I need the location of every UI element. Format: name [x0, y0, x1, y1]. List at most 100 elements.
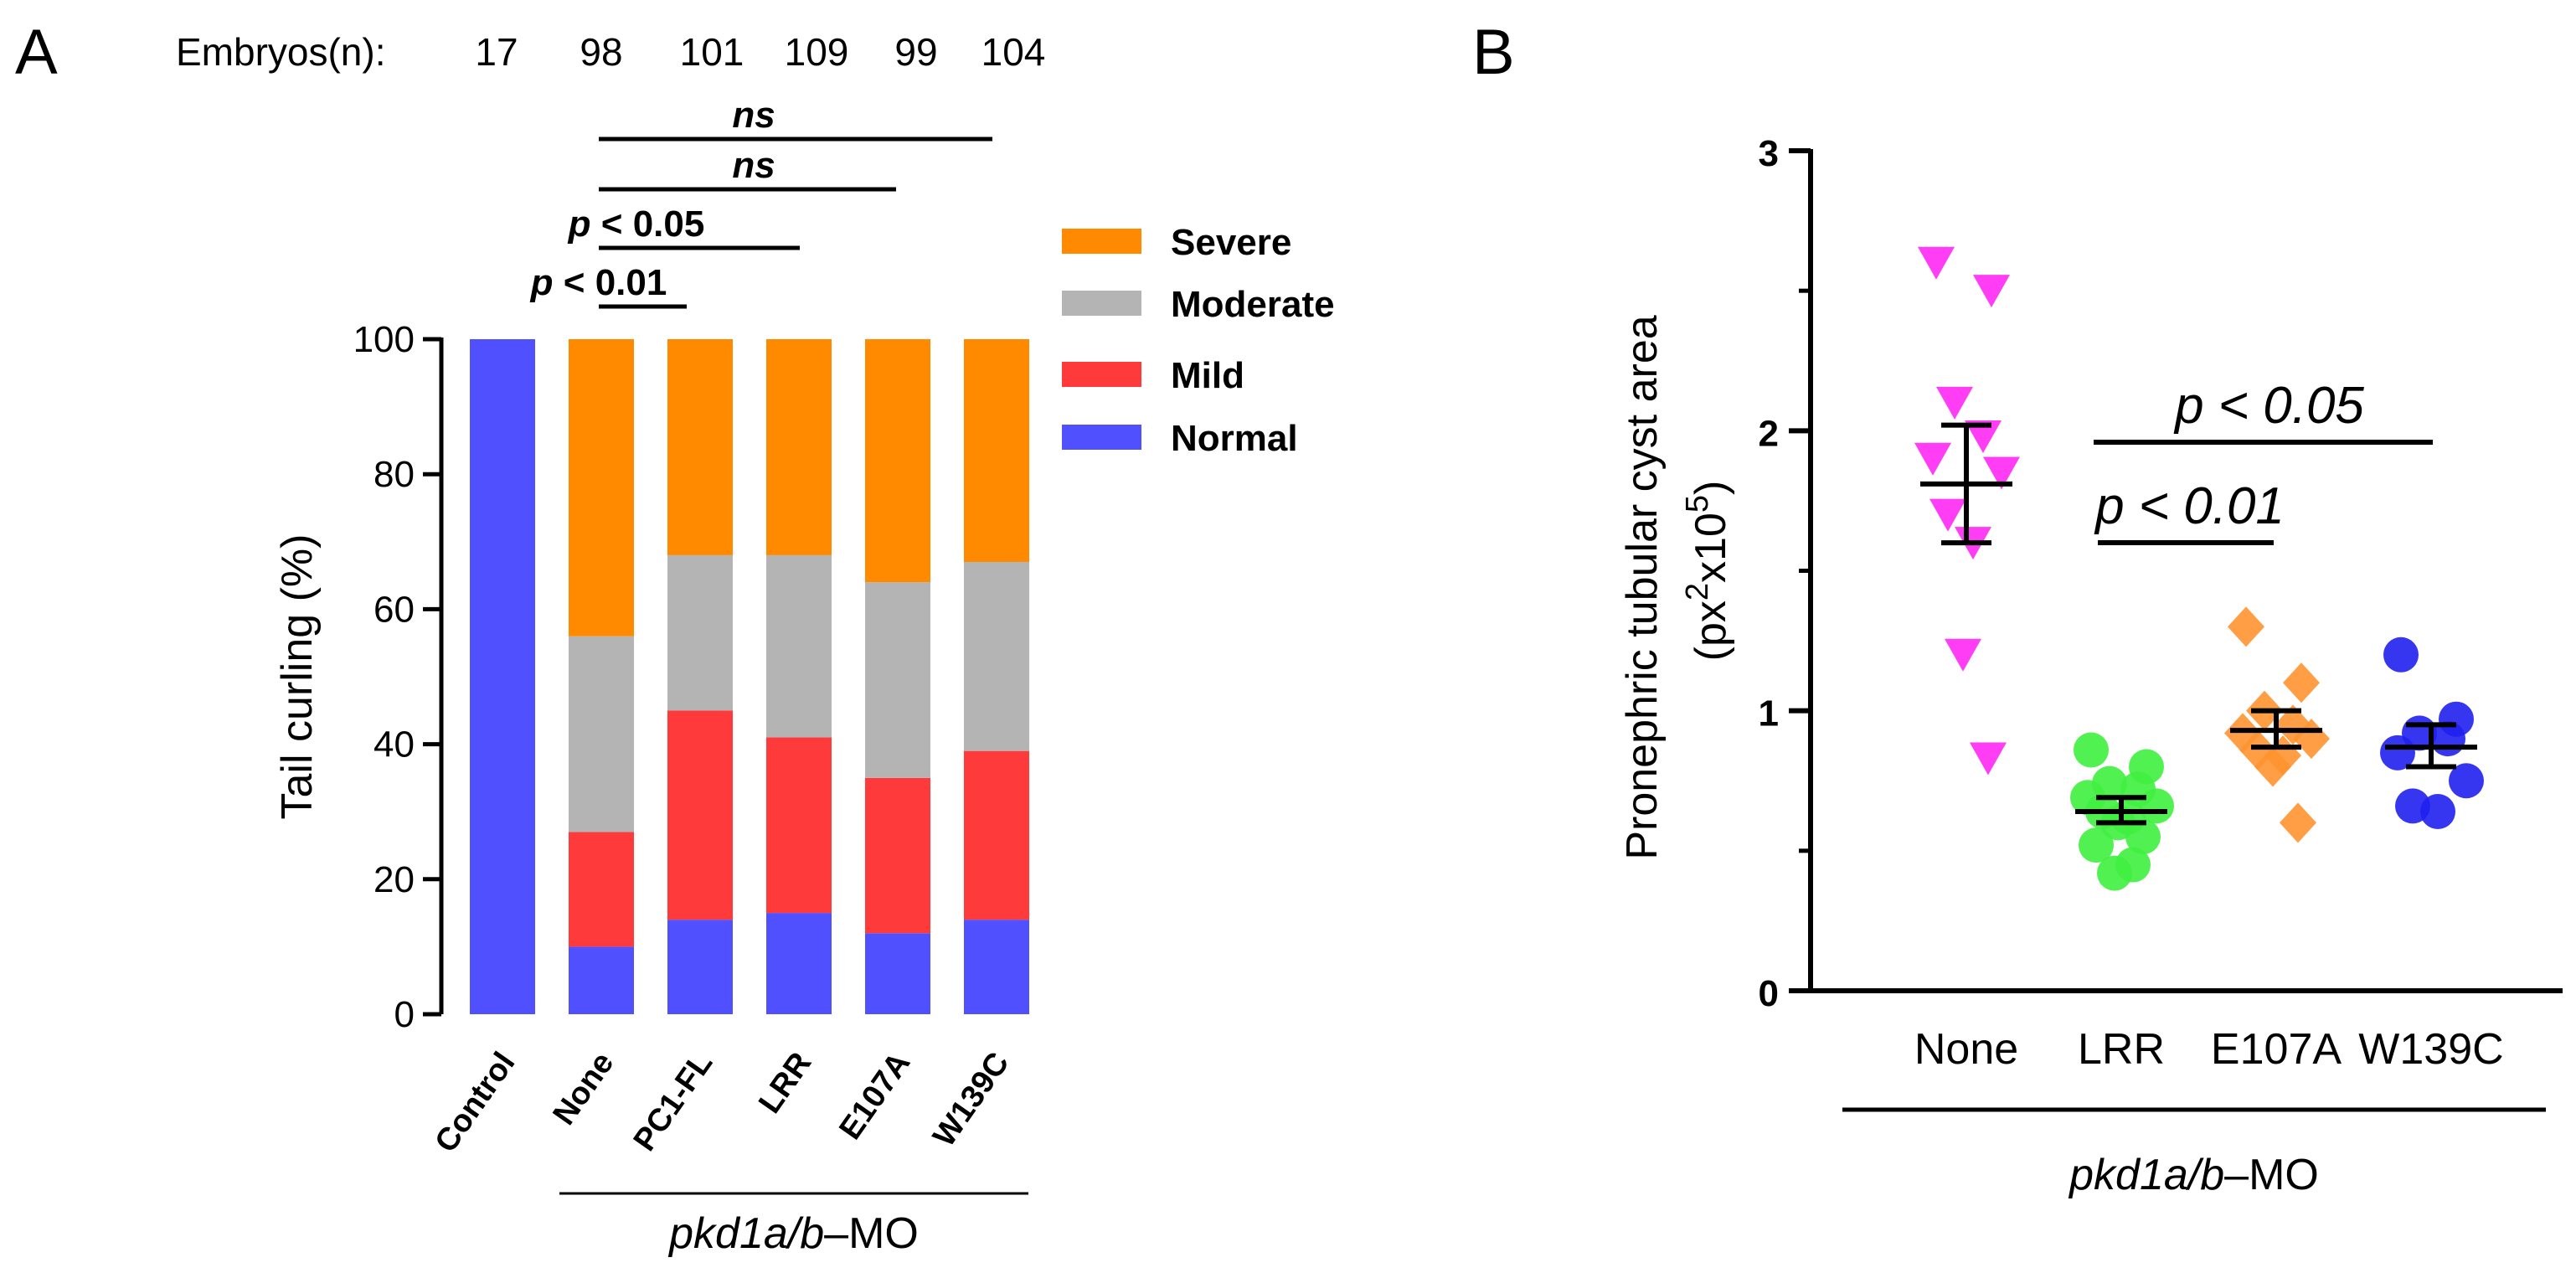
- b-point-none: [1973, 275, 2010, 308]
- b-x-category-label: None: [1914, 1025, 2018, 1074]
- a-bar-segment-normal: [470, 339, 535, 1014]
- b-y-axis-title: Pronephric tubular cyst area: [1618, 315, 1667, 859]
- a-legend-label-moderate: Moderate: [1171, 284, 1335, 325]
- a-bar-segment-moderate: [569, 636, 634, 832]
- a-bar-segment-mild: [865, 777, 930, 934]
- b-point-none: [1929, 498, 1966, 532]
- b-y-tick-label: 1: [1759, 693, 1779, 734]
- a-bar-segment-mild: [964, 750, 1029, 920]
- a-legend-swatch-moderate: [1062, 291, 1141, 316]
- a-legend-label-severe: Severe: [1171, 222, 1291, 263]
- a-y-axis-title: Tail curling (%): [273, 534, 322, 820]
- b-unit-sup2: 5: [1680, 495, 1715, 513]
- b-y-axis-unit: (px2x105): [1680, 481, 1735, 662]
- b-point-none: [1936, 386, 1973, 420]
- a-bar-segment-severe: [865, 339, 930, 583]
- a-bar-segment-normal: [569, 946, 634, 1014]
- a-significance-value: ns: [732, 95, 775, 136]
- a-bar-segment-moderate: [766, 554, 832, 738]
- a-embryo-count: 99: [894, 30, 937, 74]
- a-significance-p: p: [530, 262, 554, 303]
- a-group-label: pkd1a/b–MO: [667, 1209, 919, 1258]
- b-x-category-label: E107A: [2211, 1025, 2342, 1074]
- b-point-w139c: [2380, 734, 2415, 770]
- b-significance-value: < 0.01: [2125, 477, 2285, 535]
- a-y-tick-label: 20: [374, 859, 415, 900]
- b-unit-open: (px: [1687, 600, 1735, 661]
- a-x-category-label: LRR: [752, 1046, 818, 1120]
- b-group-label-suffix: –MO: [2224, 1151, 2319, 1199]
- a-significance-label: p < 0.01: [530, 262, 667, 303]
- a-bar-segment-moderate: [964, 561, 1029, 751]
- a-bar-segment-normal: [865, 933, 930, 1014]
- b-point-lrr: [2139, 788, 2174, 824]
- a-significance-label: p < 0.05: [568, 204, 705, 245]
- b-point-w139c: [2420, 794, 2455, 830]
- a-embryo-count: 101: [680, 30, 744, 74]
- b-x-category-label: LRR: [2078, 1025, 2165, 1074]
- a-legend-label-mild: Mild: [1171, 355, 1244, 396]
- b-unit-sup1: 2: [1680, 583, 1715, 600]
- a-significance-value: ns: [732, 145, 775, 186]
- b-group-label: pkd1a/b–MO: [2068, 1151, 2319, 1199]
- a-y-tick-label: 80: [374, 454, 415, 495]
- a-bar-segment-moderate: [667, 554, 733, 711]
- b-point-e107a: [2283, 662, 2320, 704]
- a-embryo-count: 17: [475, 30, 518, 74]
- b-significance-p: p: [2094, 477, 2124, 535]
- a-x-category-label: None: [546, 1046, 621, 1131]
- a-bar-segment-mild: [766, 737, 832, 914]
- a-embryo-count: 98: [580, 30, 622, 74]
- b-point-w139c: [2449, 763, 2484, 799]
- a-significance-value: < 0.01: [554, 262, 667, 303]
- a-group-label-suffix: –MO: [824, 1209, 919, 1258]
- b-point-none: [1918, 246, 1955, 280]
- a-bar-segment-severe: [667, 339, 733, 555]
- b-unit-close: ): [1687, 481, 1735, 495]
- a-embryos-label: Embryos(n):: [176, 30, 385, 74]
- a-x-category-label: Control: [428, 1046, 522, 1159]
- a-y-tick-label: 0: [394, 994, 415, 1035]
- b-y-tick-label: 0: [1759, 973, 1779, 1014]
- b-point-e107a: [2228, 606, 2264, 647]
- a-group-label-gene: pkd1a/b: [667, 1209, 824, 1258]
- a-embryo-count: 104: [981, 30, 1046, 74]
- a-bar-segment-normal: [667, 920, 733, 1014]
- a-embryo-count: 109: [785, 30, 849, 74]
- b-x-category-label: W139C: [2358, 1025, 2503, 1074]
- b-significance-label: p < 0.05: [2173, 377, 2364, 435]
- b-point-none: [1914, 442, 1951, 476]
- a-y-tick-label: 60: [374, 589, 415, 630]
- a-bar-segment-mild: [667, 710, 733, 920]
- b-point-lrr: [2074, 732, 2109, 768]
- a-x-category-label: E107A: [832, 1046, 917, 1146]
- b-significance-value: < 0.05: [2204, 377, 2365, 435]
- panel-b-letter: B: [1472, 17, 1515, 88]
- a-significance-value: < 0.05: [591, 204, 705, 245]
- a-significance-label: ns: [732, 145, 775, 186]
- a-bar-segment-severe: [569, 339, 634, 636]
- b-significance-p: p: [2173, 377, 2203, 435]
- panel-a-stacked-bar-chart: 0 20 40 60 80 100 Tail curling (%) Control None P…: [176, 30, 1335, 1258]
- a-bar-segment-moderate: [865, 582, 930, 778]
- b-group-label-gene: pkd1a/b: [2068, 1151, 2224, 1199]
- b-point-lrr: [2125, 819, 2161, 855]
- a-y-tick-label: 100: [353, 319, 415, 360]
- b-point-none: [1983, 456, 2020, 490]
- a-bar-segment-normal: [964, 920, 1029, 1014]
- a-legend-swatch-mild: [1062, 362, 1141, 387]
- a-legend-swatch-severe: [1062, 229, 1141, 254]
- a-significance-p: p: [568, 204, 591, 245]
- panel-a-letter: A: [15, 17, 58, 88]
- a-x-category-label: PC1-FL: [627, 1046, 720, 1157]
- b-unit-mid: x10: [1687, 513, 1735, 583]
- b-point-lrr: [2079, 827, 2114, 863]
- b-significance-label: p < 0.01: [2094, 477, 2285, 535]
- b-point-none: [1965, 420, 2002, 454]
- a-legend-swatch-normal: [1062, 425, 1141, 450]
- a-bar-segment-severe: [766, 339, 832, 555]
- b-y-tick-label: 2: [1759, 413, 1779, 454]
- a-x-category-label: W139C: [926, 1046, 1016, 1153]
